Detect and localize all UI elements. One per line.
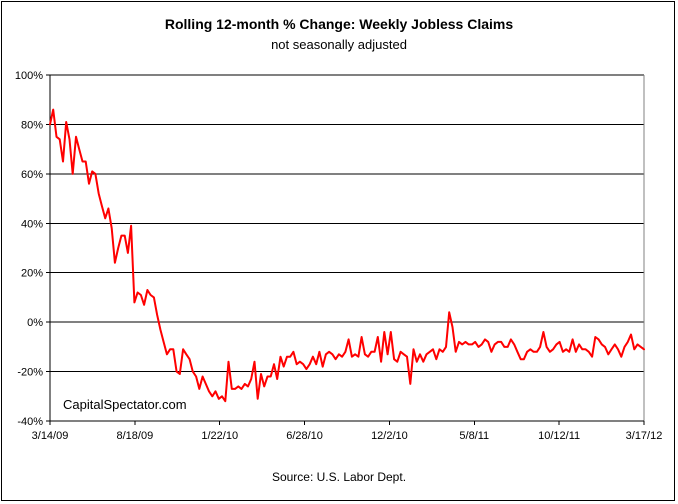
x-tick-labels: 3/14/09 8/18/09 1/22/10 6/28/10 12/2/10 5/8/1… [32,430,663,442]
y-tick-label: 80% [21,119,43,131]
y-tick-label: 100% [15,70,43,82]
series-line [49,108,645,403]
x-tick-label: 3/14/09 [32,430,69,442]
y-tick-label: 60% [21,169,43,181]
watermark-text: CapitalSpectator.com [63,397,187,412]
x-tick-label: 1/22/10 [201,430,238,442]
y-tick-label: -40% [17,416,43,428]
gridlines [50,74,644,422]
y-tick-labels: -40% -20% 0% 20% 40% 60% 80% 100% [15,70,43,428]
chart-title: Rolling 12-month % Change: Weekly Jobles… [164,16,514,32]
chart-subtitle: not seasonally adjusted [271,37,407,52]
x-tick-label: 5/8/11 [459,430,489,442]
x-tick-label: 6/28/10 [286,430,323,442]
x-tick-label: 12/2/10 [371,430,408,442]
y-tick-label: 40% [21,218,43,230]
x-tick-label: 3/17/12 [626,430,663,442]
x-tick-label: 8/18/09 [117,430,154,442]
y-tick-label: 0% [27,317,43,329]
y-tick-label: 20% [21,268,43,280]
y-tick-label: -20% [17,367,43,379]
series-layer [49,108,645,403]
x-tick-label: 10/12/11 [538,430,580,442]
source-note: Source: U.S. Labor Dept. [271,470,407,484]
axes [46,74,645,425]
